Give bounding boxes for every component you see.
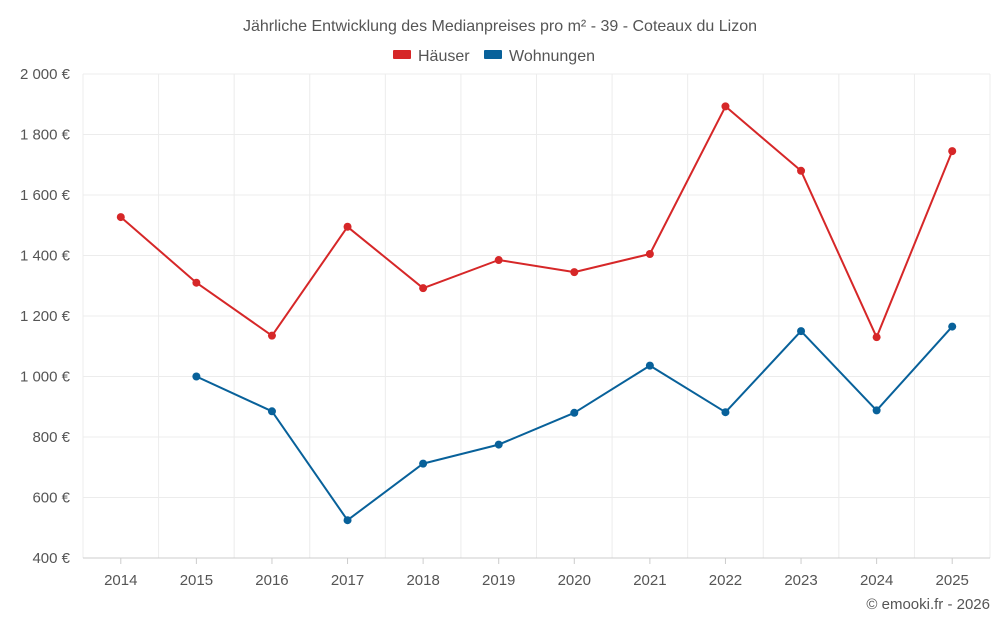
credit-text: © emooki.fr - 2026 (866, 596, 990, 613)
legend-item-wohnungen[interactable]: Wohnungen (484, 48, 595, 65)
x-tick-label: 2017 (331, 572, 364, 589)
data-point-hauser[interactable] (419, 284, 428, 293)
y-tick-label: 1 200 € (20, 308, 71, 325)
x-tick-label: 2022 (709, 572, 742, 589)
grid (82, 73, 991, 558)
data-point-wohnungen[interactable] (192, 372, 201, 381)
data-point-hauser[interactable] (343, 222, 352, 231)
legend-label-hauser: Häuser (418, 48, 470, 65)
series (116, 102, 957, 525)
data-point-hauser[interactable] (645, 249, 654, 258)
y-tick-label: 1 600 € (20, 187, 71, 204)
y-tick-label: 2 000 € (20, 66, 71, 83)
y-tick-label: 1 400 € (20, 248, 71, 265)
x-tick-label: 2024 (860, 572, 893, 589)
data-point-hauser[interactable] (797, 166, 806, 175)
data-point-wohnungen[interactable] (494, 440, 503, 449)
data-point-wohnungen[interactable] (721, 408, 730, 417)
x-tick-label: 2018 (406, 572, 439, 589)
chart-title: Jährliche Entwicklung des Medianpreises … (243, 18, 757, 35)
data-point-wohnungen[interactable] (343, 516, 352, 525)
data-point-wohnungen[interactable] (267, 407, 276, 416)
data-point-hauser[interactable] (872, 333, 881, 342)
legend-swatch-wohnungen (484, 50, 502, 59)
data-point-wohnungen[interactable] (645, 361, 654, 370)
data-point-wohnungen[interactable] (948, 322, 957, 331)
y-tick-label: 1 800 € (20, 127, 71, 144)
series-wohnungen (192, 322, 957, 525)
x-tick-label: 2023 (784, 572, 817, 589)
x-tick-label: 2015 (180, 572, 213, 589)
y-axis-ticks: 400 € 600 € 800 € 1 000 € 1 200 € 1 400 € 1 60… (20, 66, 71, 567)
x-tick-label: 2021 (633, 572, 666, 589)
data-point-hauser[interactable] (192, 278, 201, 287)
x-tick-label: 2016 (255, 572, 288, 589)
x-axis-ticks: 2014 2015 2016 2017 2018 2019 2020 2021 2022 2023… (104, 572, 969, 589)
data-point-wohnungen[interactable] (872, 406, 881, 415)
data-point-wohnungen[interactable] (797, 327, 806, 336)
axes (83, 557, 990, 564)
x-tick-label: 2019 (482, 572, 515, 589)
data-point-hauser[interactable] (494, 256, 503, 265)
legend-label-wohnungen: Wohnungen (509, 48, 595, 65)
legend: Häuser Wohnungen (393, 48, 595, 65)
y-tick-label: 600 € (32, 490, 70, 507)
series-hauser (116, 102, 957, 342)
x-tick-label: 2025 (936, 572, 969, 589)
data-point-wohnungen[interactable] (419, 459, 428, 468)
y-tick-label: 1 000 € (20, 369, 71, 386)
data-point-hauser[interactable] (721, 102, 730, 111)
y-tick-label: 800 € (32, 429, 70, 446)
series-line-hauser (120, 105, 954, 339)
y-tick-label: 400 € (32, 550, 70, 567)
x-tick-label: 2020 (558, 572, 591, 589)
x-tick-label: 2014 (104, 572, 137, 589)
data-point-hauser[interactable] (116, 213, 125, 222)
data-point-wohnungen[interactable] (570, 408, 579, 417)
data-point-hauser[interactable] (570, 268, 579, 277)
data-point-hauser[interactable] (267, 331, 276, 340)
data-point-hauser[interactable] (948, 147, 957, 156)
legend-item-hauser[interactable]: Häuser (393, 48, 470, 65)
legend-swatch-hauser (393, 50, 411, 59)
